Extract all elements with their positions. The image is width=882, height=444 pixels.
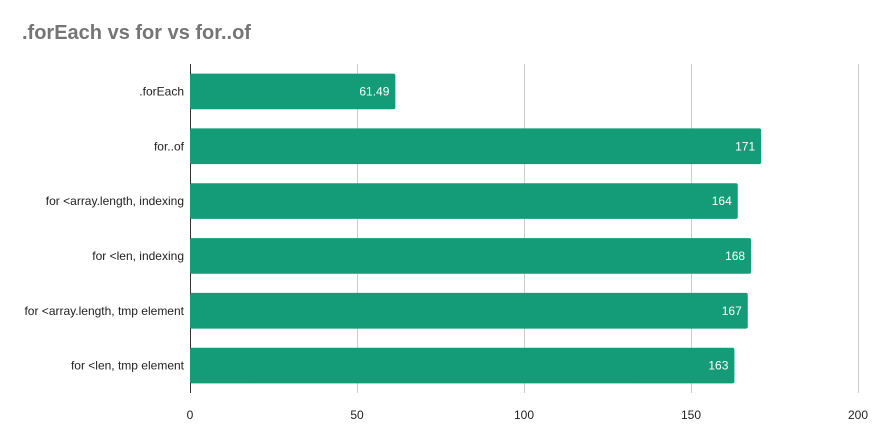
bar — [190, 292, 748, 329]
x-tick-label: 200 — [848, 408, 868, 422]
bar — [190, 183, 738, 219]
category-label: for..of — [154, 139, 185, 153]
category-label: for <array.length, tmp element — [24, 304, 184, 318]
data-label: 163 — [708, 359, 728, 373]
x-tick-label: 100 — [514, 408, 534, 422]
bar — [190, 238, 752, 274]
data-label: 167 — [722, 304, 742, 318]
x-tick-label: 50 — [350, 408, 364, 422]
category-label: for <len, tmp element — [71, 359, 185, 373]
bar — [190, 73, 396, 110]
chart-title: .forEach vs for vs for..of — [22, 22, 251, 44]
x-tick-label: 0 — [187, 408, 194, 422]
category-label: .forEach — [139, 84, 184, 98]
data-label: 171 — [735, 139, 755, 153]
data-label: 168 — [725, 249, 745, 263]
data-label: 164 — [712, 194, 732, 208]
category-label: for <len, indexing — [92, 249, 184, 263]
category-label: for <array.length, indexing — [46, 194, 184, 208]
bar — [190, 347, 735, 384]
bar — [190, 128, 762, 165]
x-tick-label: 150 — [681, 408, 701, 422]
data-label: 61.49 — [359, 84, 389, 98]
